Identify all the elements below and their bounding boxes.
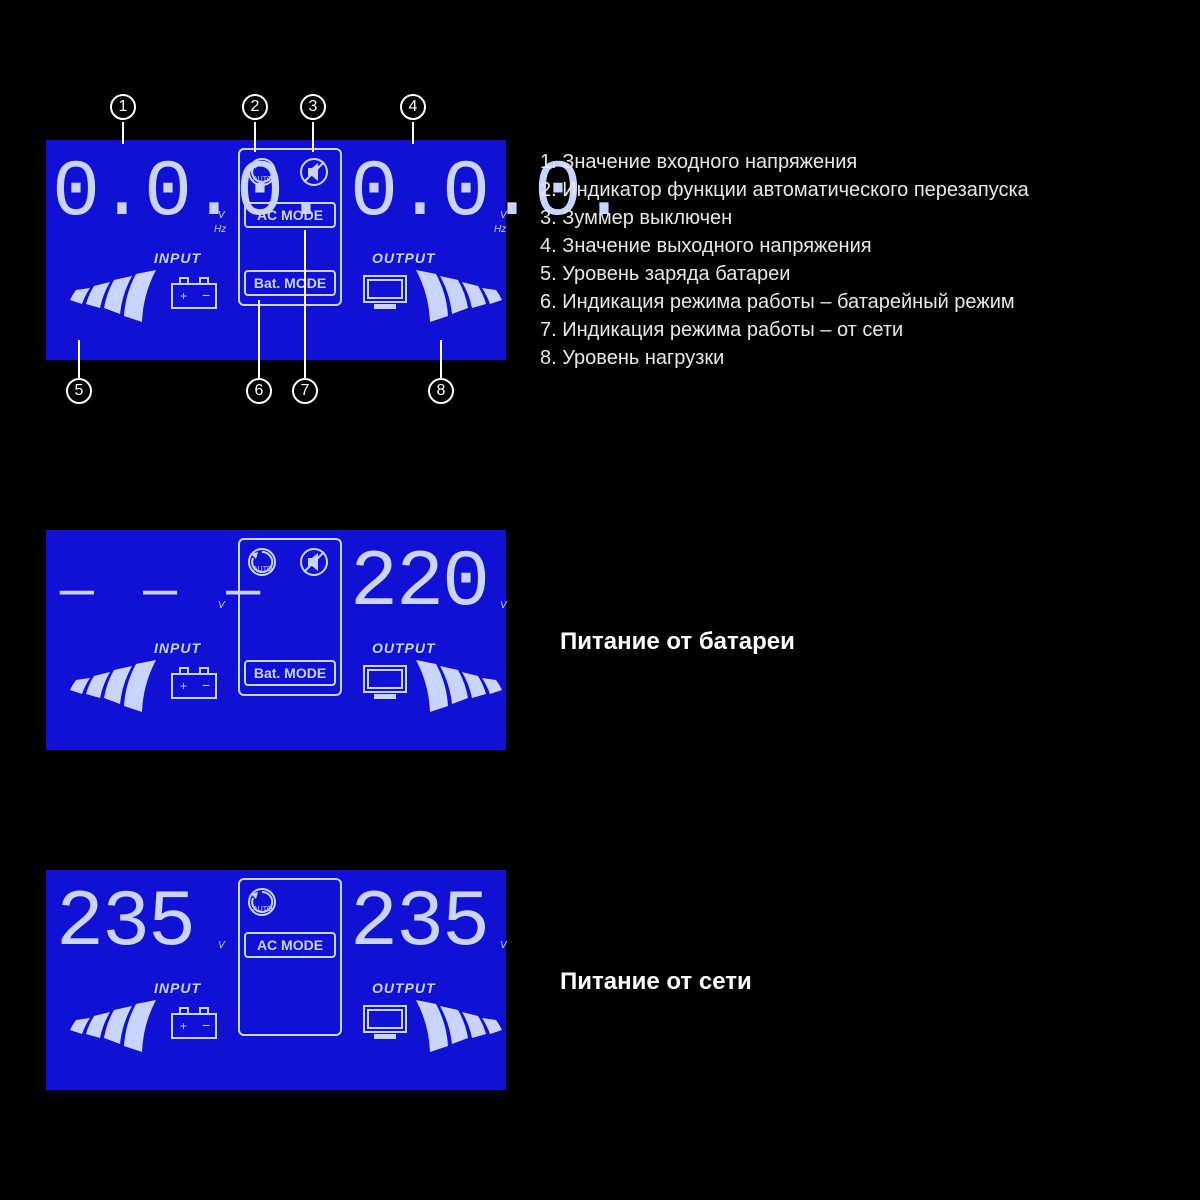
auto-label: AUTO bbox=[253, 176, 272, 183]
callout-7: 7 bbox=[292, 378, 318, 404]
svg-text:−: − bbox=[202, 677, 210, 693]
auto-restart-icon bbox=[246, 546, 278, 578]
battery-level-bars bbox=[46, 650, 166, 730]
bat-mode-box: Bat. MODE bbox=[244, 270, 336, 296]
callout-4: 4 bbox=[400, 94, 426, 120]
monitor-icon bbox=[362, 1004, 408, 1042]
load-level-bars bbox=[406, 650, 526, 730]
svg-text:+: + bbox=[180, 289, 187, 303]
load-level-bars bbox=[406, 260, 526, 340]
input-value: — — — bbox=[60, 560, 268, 624]
callout-8: 8 bbox=[428, 378, 454, 404]
unit-v-left: V bbox=[218, 210, 225, 221]
battery-icon: + − bbox=[170, 666, 218, 700]
output-value: 235 bbox=[350, 878, 488, 969]
bat-mode-box: Bat. MODE bbox=[244, 660, 336, 686]
monitor-icon bbox=[362, 664, 408, 702]
output-value: 220 bbox=[350, 538, 488, 629]
callout-6: 6 bbox=[246, 378, 272, 404]
svg-text:+: + bbox=[180, 679, 187, 693]
lcd-panel-top: 0.0.0. V Hz INPUT AUTO AC MODE Bat. MODE… bbox=[46, 140, 506, 360]
buzzer-off-icon bbox=[298, 156, 330, 188]
svg-text:−: − bbox=[202, 1017, 210, 1033]
battery-level-bars bbox=[46, 990, 166, 1070]
svg-text:−: − bbox=[202, 287, 210, 303]
battery-level-bars bbox=[46, 260, 166, 340]
caption-battery: Питание от батареи bbox=[560, 628, 795, 656]
battery-icon: + − bbox=[170, 1006, 218, 1040]
unit-v-right: V bbox=[500, 210, 507, 221]
unit-hz-left: Hz bbox=[214, 224, 226, 235]
auto-restart-icon bbox=[246, 156, 278, 188]
callout-2: 2 bbox=[242, 94, 268, 120]
ac-mode-box: AC MODE bbox=[244, 932, 336, 958]
lcd-panel-battery: — — — V INPUT AUTO Bat. MODE 220 V OUTPU… bbox=[46, 530, 506, 750]
caption-ac: Питание от сети bbox=[560, 968, 752, 996]
callout-3: 3 bbox=[300, 94, 326, 120]
svg-text:+: + bbox=[180, 1019, 187, 1033]
input-value: 235 bbox=[56, 878, 194, 969]
unit-hz-right: Hz bbox=[494, 224, 506, 235]
callout-5: 5 bbox=[66, 378, 92, 404]
monitor-icon bbox=[362, 274, 408, 312]
battery-icon: + − bbox=[170, 276, 218, 310]
legend-list: 1. Значение входного напряжения 2. Индик… bbox=[540, 148, 1029, 372]
auto-restart-icon bbox=[246, 886, 278, 918]
ac-mode-box: AC MODE bbox=[244, 202, 336, 228]
callout-1: 1 bbox=[110, 94, 136, 120]
load-level-bars bbox=[406, 990, 526, 1070]
buzzer-off-icon bbox=[298, 546, 330, 578]
lcd-panel-ac: 235 V INPUT AUTO AC MODE 235 V OUTPUT + … bbox=[46, 870, 506, 1090]
